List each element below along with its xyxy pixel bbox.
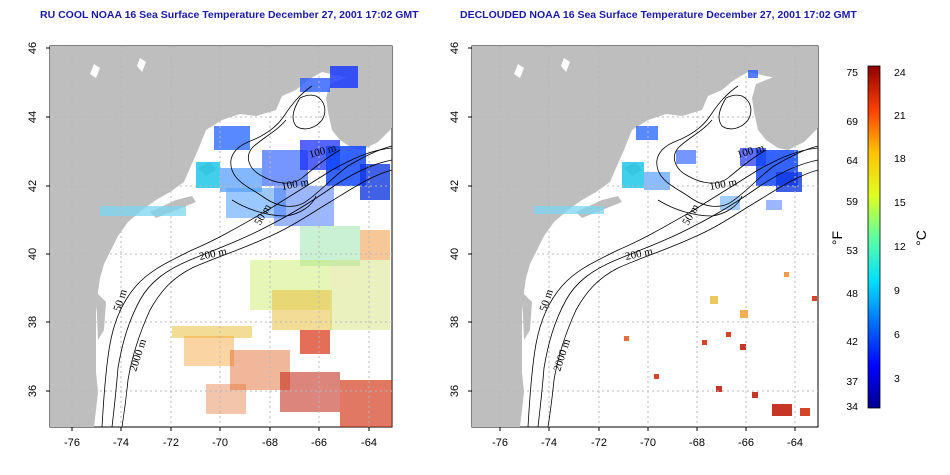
map1-land	[50, 46, 392, 427]
map2-title: DECLOUDED NOAA 16 Sea Surface Temperatur…	[460, 9, 857, 21]
x-tick-label: -72	[591, 437, 607, 449]
colorbar-gradient	[867, 65, 881, 409]
fahrenheit-tick-label: 69	[846, 116, 858, 128]
fahrenheit-tick-label: 34	[846, 401, 858, 413]
x-tick-label: -64	[361, 437, 377, 449]
map1: 100 m 100 m 50 m 200 m 50 m 2000 m -76 -…	[27, 42, 393, 449]
y-tick-label: 40	[449, 248, 461, 260]
map1-sst-data	[100, 66, 392, 427]
x-tick-label: -66	[738, 437, 754, 449]
fahrenheit-tick-label: 59	[846, 196, 858, 208]
contour-label: 100 m	[708, 176, 738, 193]
map2-contours	[527, 85, 818, 427]
y-tick-label: 42	[27, 180, 39, 192]
x-tick-label: -74	[541, 437, 557, 449]
fahrenheit-tick-label: 42	[846, 336, 858, 348]
fahrenheit-tick-label: 75	[846, 67, 858, 79]
y-tick-label: 44	[449, 111, 461, 123]
x-tick-label: -76	[64, 437, 80, 449]
fahrenheit-unit-label: °F	[829, 231, 845, 245]
map1-x-tick-labels: -76 -74 -72 -70 -68 -66 -64	[64, 437, 377, 449]
map2-nova-scotia	[752, 58, 818, 150]
map1-delmarva	[96, 292, 106, 340]
x-tick-label: -66	[311, 437, 327, 449]
fahrenheit-tick-label: 53	[846, 245, 858, 257]
map2: 100 m 100 m 50 m 200 m 50 m 2000 m -76 -…	[449, 42, 819, 449]
map2-delmarva	[522, 292, 532, 340]
fahrenheit-tick-label: 64	[846, 155, 858, 167]
map2-land	[472, 46, 818, 427]
y-tick-label: 36	[449, 385, 461, 397]
celsius-tick-label: 18	[894, 153, 906, 165]
x-tick-label: -76	[492, 437, 508, 449]
map1-y-tick-labels: 46 44 42 40 38 36	[27, 42, 39, 397]
y-tick-label: 38	[449, 316, 461, 328]
contour-label: 100 m	[280, 176, 310, 193]
map1-ticks	[46, 47, 370, 431]
y-tick-label: 46	[449, 42, 461, 54]
x-tick-label: -68	[262, 437, 278, 449]
x-tick-label: -72	[163, 437, 179, 449]
colorbar: 75 69 64 59 53 48 42 37 34 24 21 18 15 1…	[829, 65, 929, 413]
y-tick-label: 36	[27, 385, 39, 397]
y-tick-label: 42	[449, 180, 461, 192]
map2-lake	[561, 58, 570, 72]
celsius-tick-label: 6	[894, 329, 900, 341]
y-tick-label: 40	[27, 248, 39, 260]
celsius-tick-label: 3	[894, 373, 900, 385]
x-tick-label: -70	[640, 437, 656, 449]
map2-grid	[472, 46, 818, 427]
x-tick-label: -74	[113, 437, 129, 449]
celsius-tick-label: 12	[894, 241, 906, 253]
celsius-tick-label: 21	[894, 110, 906, 122]
contour-label: 200 m	[624, 245, 654, 263]
map1-lake	[90, 64, 100, 78]
map2-ticks	[468, 47, 796, 431]
y-tick-label: 44	[27, 111, 39, 123]
map1-lake	[137, 58, 146, 72]
celsius-tick-label: 9	[894, 285, 900, 297]
map2-sst-data	[534, 70, 817, 416]
map1-title: RU COOL NOAA 16 Sea Surface Temperature …	[40, 9, 419, 21]
fahrenheit-tick-label: 37	[846, 376, 858, 388]
map2-y-tick-labels: 46 44 42 40 38 36	[449, 42, 461, 397]
celsius-unit-label: °C	[913, 230, 929, 246]
fahrenheit-tick-label: 48	[846, 288, 858, 300]
map2-lake	[514, 64, 524, 78]
celsius-tick-label: 15	[894, 197, 906, 209]
x-tick-label: -70	[212, 437, 228, 449]
map1-contours	[101, 85, 392, 427]
y-tick-label: 46	[27, 42, 39, 54]
map2-x-tick-labels: -76 -74 -72 -70 -68 -66 -64	[492, 437, 803, 449]
contour-label: 200 m	[198, 245, 228, 263]
y-tick-label: 38	[27, 316, 39, 328]
x-tick-label: -64	[787, 437, 803, 449]
colorbar-c-ticks: 24 21 18 15 12 9 6 3	[894, 67, 906, 385]
x-tick-label: -68	[689, 437, 705, 449]
celsius-tick-label: 24	[894, 67, 906, 79]
colorbar-f-ticks: 75 69 64 59 53 48 42 37 34	[846, 67, 858, 413]
